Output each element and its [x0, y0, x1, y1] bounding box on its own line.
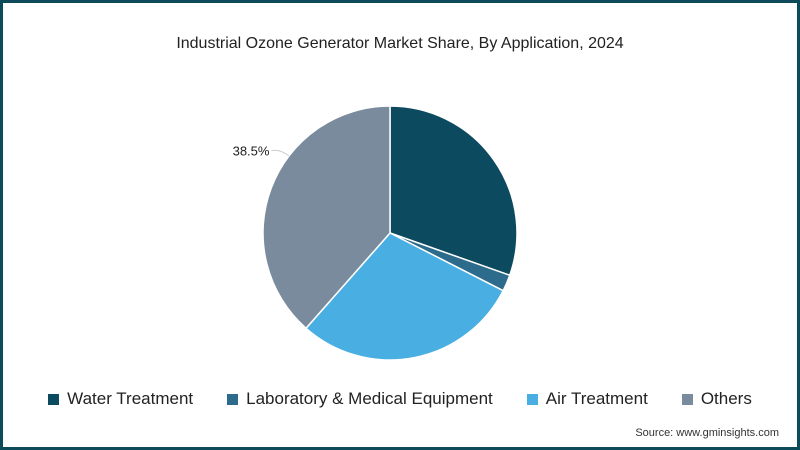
- legend-item-others[interactable]: Others: [681, 389, 752, 409]
- pie-slice-air-treatment[interactable]: [304, 232, 505, 361]
- legend: Water Treatment Laboratory & Medical Equ…: [3, 389, 797, 409]
- legend-swatch: [526, 393, 538, 405]
- legend-swatch: [227, 393, 239, 405]
- legend-label: Laboratory & Medical Equipment: [246, 389, 493, 408]
- legend-label: Air Treatment: [545, 389, 648, 408]
- legend-item-air-treatment[interactable]: Air Treatment: [526, 389, 648, 409]
- label-leader-line: [271, 149, 290, 157]
- source-text: Source: www.gminsights.com: [635, 427, 779, 439]
- legend-label: Water Treatment: [67, 389, 194, 408]
- pie-chart: 38.5%: [233, 105, 518, 361]
- chart-title: Industrial Ozone Generator Market Share,…: [176, 35, 624, 52]
- legend-label: Others: [700, 389, 752, 408]
- legend-swatch: [681, 393, 693, 405]
- data-label: 38.5%: [233, 144, 270, 159]
- legend-item-water-treatment[interactable]: Water Treatment: [48, 389, 193, 409]
- legend-item-lab-medical[interactable]: Laboratory & Medical Equipment: [227, 389, 493, 409]
- pie-slice-others[interactable]: [262, 105, 391, 330]
- legend-swatch: [48, 393, 60, 405]
- pie-slice-water-treatment[interactable]: [389, 105, 518, 277]
